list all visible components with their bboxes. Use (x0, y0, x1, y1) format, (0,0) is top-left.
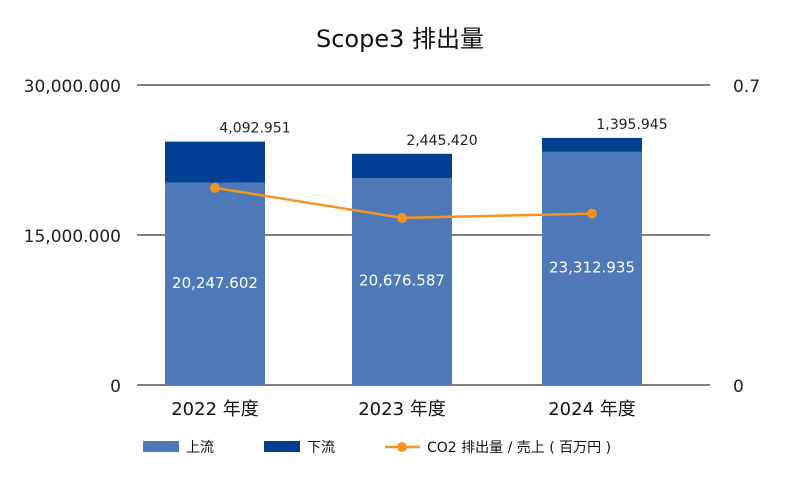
left-tick-label: 0 (110, 377, 121, 397)
bar-upstream (542, 151, 642, 385)
data-label-upstream: 20,676.587 (359, 272, 445, 290)
right-tick-label: 0 (733, 377, 744, 397)
bar-upstream (165, 182, 265, 385)
line-point (587, 208, 597, 219)
line-point (397, 212, 407, 223)
legend-label-line: CO2 排出量 / 売上 ( 百万円 ) (427, 440, 611, 456)
data-label-downstream: 1,395.945 (596, 117, 667, 133)
legend-label-upstream: 上流 (186, 440, 214, 456)
data-label-downstream: 4,092.951 (219, 121, 290, 137)
legend-marker-line (397, 442, 407, 452)
legend-label-downstream: 下流 (307, 440, 335, 456)
bar-downstream (165, 141, 265, 183)
left-tick-label: 15,000.000 (24, 227, 121, 247)
legend-swatch-downstream (264, 441, 300, 452)
bar-downstream (352, 153, 452, 179)
data-label-downstream: 2,445.420 (406, 133, 477, 149)
legend-swatch-upstream (143, 441, 179, 452)
chart-title: Scope3 排出量 (316, 25, 484, 53)
data-label-upstream: 23,312.935 (549, 258, 635, 276)
left-tick-label: 30,000.000 (24, 77, 121, 97)
data-label-upstream: 20,247.602 (172, 274, 258, 292)
line-point (210, 182, 220, 193)
right-tick-label: 0.7 (733, 77, 760, 97)
category-label: 2024 年度 (548, 399, 636, 420)
category-label: 2022 年度 (171, 399, 259, 420)
bar-downstream (542, 137, 642, 152)
category-label: 2023 年度 (358, 399, 446, 420)
